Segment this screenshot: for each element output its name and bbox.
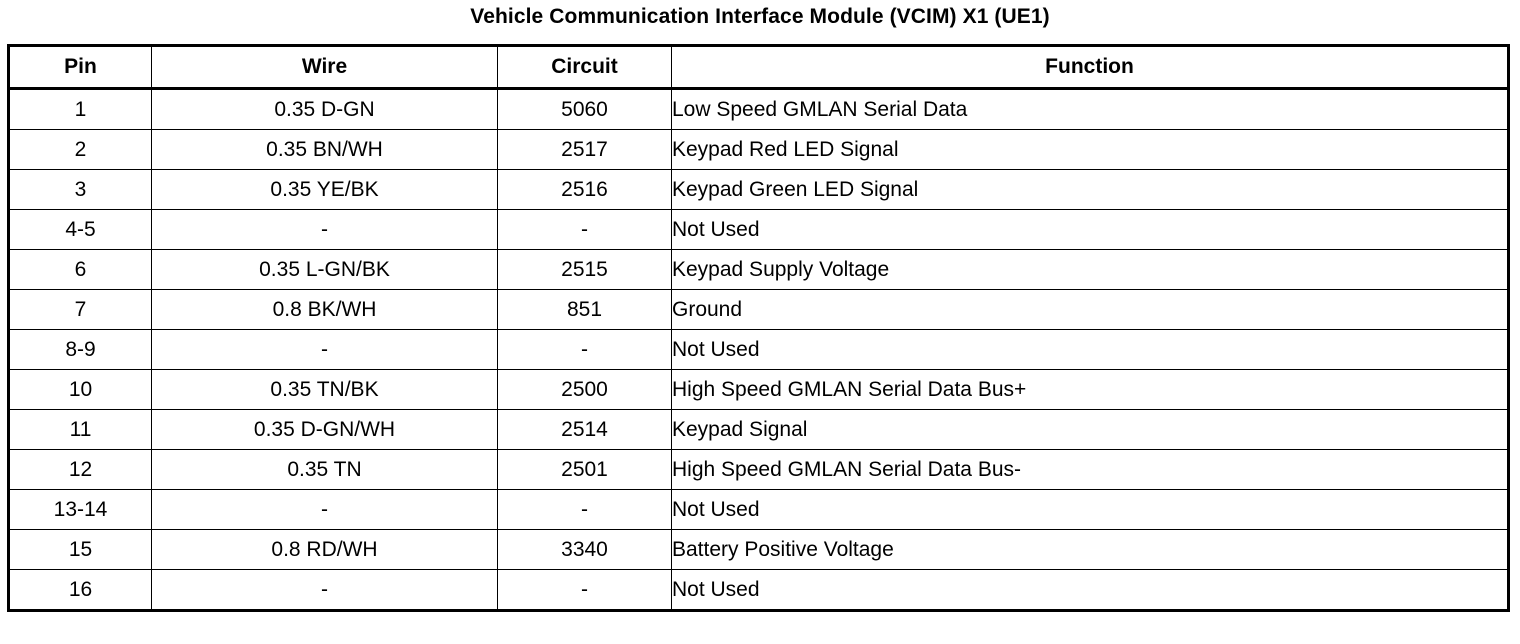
cell-pin: 13-14 (8, 489, 152, 530)
cell-wire: - (151, 489, 498, 530)
cell-wire: 0.35 BN/WH (151, 129, 498, 170)
cell-wire: 0.35 YE/BK (151, 169, 498, 210)
cell-wire: 0.8 BK/WH (151, 289, 498, 330)
cell-wire: 0.35 TN (151, 449, 498, 490)
cell-circuit: 851 (497, 289, 672, 330)
table-row: 10 0.35 TN/BK 2500 High Speed GMLAN Serial … (8, 369, 1509, 410)
cell-pin: 10 (8, 369, 152, 410)
cell-function: High Speed GMLAN Serial Data Bus- (671, 449, 1509, 490)
table-row: 16- - Not Used (8, 569, 1509, 611)
cell-function: Low Speed GMLAN Serial Data (671, 88, 1509, 130)
cell-circuit: 5060 (497, 88, 672, 130)
cell-circuit: 2501 (497, 449, 672, 490)
cell-circuit: - (497, 489, 672, 530)
cell-wire: 0.35 L-GN/BK (151, 249, 498, 290)
cell-circuit: - (497, 569, 672, 611)
cell-function: Keypad Signal (671, 409, 1509, 450)
cell-function: Not Used (671, 329, 1509, 370)
pinout-table: Pin Wire Circuit Function 1 0.35 D-GN 5060… (7, 44, 1510, 612)
cell-function: Keypad Green LED Signal (671, 169, 1509, 210)
table-row: 11 0.35 D-GN/WH 2514 Keypad Signal (8, 409, 1509, 450)
cell-pin: 3 (8, 169, 152, 210)
cell-function: Not Used (671, 569, 1509, 611)
cell-pin: 1 (8, 88, 152, 130)
cell-function: Battery Positive Voltage (671, 529, 1509, 570)
cell-function: Ground (671, 289, 1509, 330)
cell-pin: 16 (8, 569, 152, 611)
table-header-row: Pin Wire Circuit Function (8, 45, 1509, 89)
cell-pin: 6 (8, 249, 152, 290)
cell-wire: 0.35 TN/BK (151, 369, 498, 410)
cell-circuit: 2500 (497, 369, 672, 410)
column-header-circuit: Circuit (497, 45, 672, 89)
cell-circuit: 2516 (497, 169, 672, 210)
cell-circuit: - (497, 329, 672, 370)
cell-circuit: 3340 (497, 529, 672, 570)
page-title: Vehicle Communication Interface Module (… (470, 5, 1050, 28)
cell-function: Keypad Red LED Signal (671, 129, 1509, 170)
cell-pin: 8-9 (8, 329, 152, 370)
cell-function: Keypad Supply Voltage (671, 249, 1509, 290)
table-row: 3 0.35 YE/BK 2516 Keypad Green LED Signal (8, 169, 1509, 210)
column-header-pin: Pin (8, 45, 152, 89)
table-row: 15 0.8 RD/WH 3340 Battery Positive Voltage (8, 529, 1509, 570)
table-row: 1 0.35 D-GN 5060 Low Speed GMLAN Serial Dat… (8, 88, 1509, 130)
cell-pin: 12 (8, 449, 152, 490)
column-header-wire: Wire (151, 45, 498, 89)
table-row: 4-5- - Not Used (8, 209, 1509, 250)
cell-wire: 0.8 RD/WH (151, 529, 498, 570)
cell-pin: 2 (8, 129, 152, 170)
table-row: 13-14- - Not Used (8, 489, 1509, 530)
cell-wire: - (151, 209, 498, 250)
cell-function: Not Used (671, 489, 1509, 530)
cell-circuit: 2515 (497, 249, 672, 290)
cell-wire: - (151, 329, 498, 370)
table-row: 7 0.8 BK/WH 851 Ground (8, 289, 1509, 330)
cell-circuit: 2514 (497, 409, 672, 450)
table-row: 8-9- - Not Used (8, 329, 1509, 370)
cell-pin: 15 (8, 529, 152, 570)
cell-pin: 11 (8, 409, 152, 450)
table-row: 2 0.35 BN/WH 2517 Keypad Red LED Signal (8, 129, 1509, 170)
cell-wire: - (151, 569, 498, 611)
table-row: 12 0.35 TN 2501 High Speed GMLAN Serial Dat… (8, 449, 1509, 490)
table-row: 6 0.35 L-GN/BK 2515 Keypad Supply Voltage (8, 249, 1509, 290)
cell-function: Not Used (671, 209, 1509, 250)
cell-pin: 4-5 (8, 209, 152, 250)
cell-wire: 0.35 D-GN/WH (151, 409, 498, 450)
cell-wire: 0.35 D-GN (151, 88, 498, 130)
cell-pin: 7 (8, 289, 152, 330)
cell-circuit: 2517 (497, 129, 672, 170)
cell-function: High Speed GMLAN Serial Data Bus+ (671, 369, 1509, 410)
column-header-function: Function (671, 45, 1509, 89)
table-body: 1 0.35 D-GN 5060 Low Speed GMLAN Serial Dat… (8, 88, 1509, 611)
cell-circuit: - (497, 209, 672, 250)
